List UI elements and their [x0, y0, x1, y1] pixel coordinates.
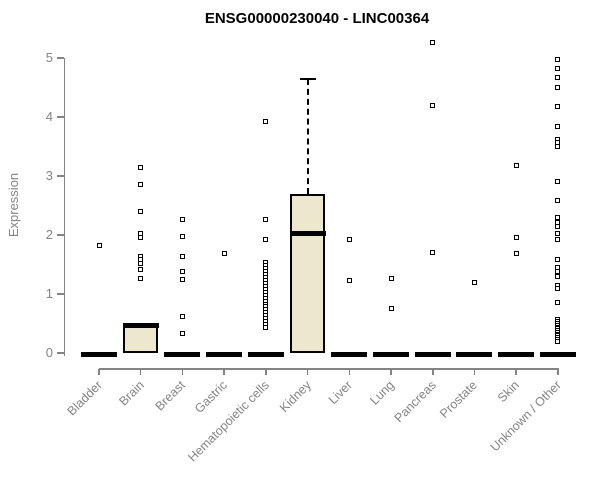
- outlier-point: [179, 269, 185, 275]
- outlier-point: [138, 266, 144, 272]
- outlier-point: [179, 234, 185, 240]
- outlier-point: [346, 237, 352, 243]
- x-axis-tick: [306, 369, 309, 375]
- outlier-point: [513, 250, 519, 256]
- outlier-point: [430, 102, 436, 108]
- outlier-point: [179, 254, 185, 260]
- outlier-point: [555, 256, 561, 262]
- outlier-point: [555, 57, 561, 63]
- y-axis-tick: [56, 234, 64, 236]
- outlier-point: [555, 198, 561, 204]
- y-tick-label: 0: [45, 345, 53, 360]
- y-axis-line: [63, 58, 65, 356]
- collapsed-box: [331, 352, 368, 357]
- outlier-point: [555, 123, 561, 129]
- outlier-point: [555, 230, 561, 236]
- outlier-point: [138, 182, 144, 188]
- boxplot-box: [290, 193, 326, 353]
- outlier-point: [263, 325, 269, 331]
- outlier-point: [346, 277, 352, 283]
- outlier-point: [555, 237, 561, 243]
- y-tick-label: 4: [45, 109, 53, 124]
- x-axis-tick: [390, 369, 392, 375]
- collapsed-box: [539, 352, 576, 357]
- outlier-point: [138, 275, 144, 281]
- outlier-point: [555, 223, 561, 229]
- boxplot-box: [123, 323, 159, 353]
- y-tick-label: 3: [45, 168, 53, 183]
- median-line: [289, 230, 326, 236]
- outlier-point: [179, 313, 185, 319]
- whisker-cap: [299, 77, 316, 81]
- outlier-point: [138, 165, 144, 171]
- outlier-point: [138, 260, 144, 266]
- outlier-point: [555, 65, 561, 71]
- y-axis-tick: [56, 175, 64, 177]
- outlier-point: [138, 209, 144, 215]
- x-axis-tick: [98, 369, 100, 375]
- collapsed-box: [247, 352, 284, 357]
- x-axis-line: [99, 368, 559, 370]
- outlier-point: [513, 235, 519, 241]
- collapsed-box: [414, 352, 451, 357]
- x-axis-tick: [223, 369, 225, 375]
- outlier-point: [555, 144, 561, 149]
- outlier-point: [555, 338, 561, 344]
- outlier-point: [263, 237, 269, 243]
- x-axis-tick: [432, 369, 434, 375]
- collapsed-box: [206, 352, 243, 357]
- outlier-point: [471, 280, 477, 286]
- y-tick-label: 2: [45, 227, 53, 242]
- y-axis-label: Expression: [6, 172, 21, 238]
- whisker-line: [306, 78, 309, 194]
- outlier-point: [430, 249, 436, 255]
- outlier-point: [388, 305, 394, 311]
- y-axis-tick: [56, 57, 64, 59]
- x-axis-tick: [557, 369, 559, 375]
- outlier-point: [555, 285, 561, 291]
- outlier-point: [221, 250, 227, 256]
- outlier-point: [430, 39, 436, 45]
- outlier-point: [138, 234, 144, 240]
- median-line: [122, 322, 159, 328]
- y-axis-tick: [56, 352, 64, 354]
- outlier-point: [179, 216, 185, 222]
- outlier-point: [555, 269, 561, 275]
- collapsed-box: [373, 352, 410, 357]
- collapsed-box: [498, 352, 535, 357]
- outlier-point: [263, 118, 269, 124]
- outlier-point: [555, 104, 561, 110]
- outlier-point: [555, 85, 561, 90]
- x-axis-tick: [265, 369, 267, 375]
- y-axis-tick: [56, 116, 64, 118]
- y-axis-tick: [56, 293, 64, 295]
- outlier-point: [555, 74, 561, 80]
- chart-title: ENSG00000230040 - LINC00364: [204, 10, 430, 27]
- y-tick-label: 1: [45, 286, 53, 301]
- outlier-point: [555, 300, 561, 306]
- collapsed-box: [81, 352, 117, 357]
- outlier-point: [263, 216, 269, 222]
- outlier-point: [388, 275, 394, 281]
- x-axis-tick: [473, 369, 476, 375]
- collapsed-box: [164, 352, 201, 357]
- outlier-point: [555, 179, 561, 185]
- outlier-point: [179, 331, 185, 337]
- x-axis-tick: [181, 369, 184, 375]
- outlier-point: [96, 242, 102, 248]
- x-axis-tick: [348, 369, 351, 375]
- collapsed-box: [456, 352, 493, 357]
- outlier-point: [555, 273, 561, 279]
- x-axis-tick: [515, 369, 517, 375]
- y-tick-label: 5: [45, 50, 53, 65]
- x-axis-tick: [139, 369, 142, 375]
- outlier-point: [179, 276, 185, 282]
- outlier-point: [513, 163, 519, 169]
